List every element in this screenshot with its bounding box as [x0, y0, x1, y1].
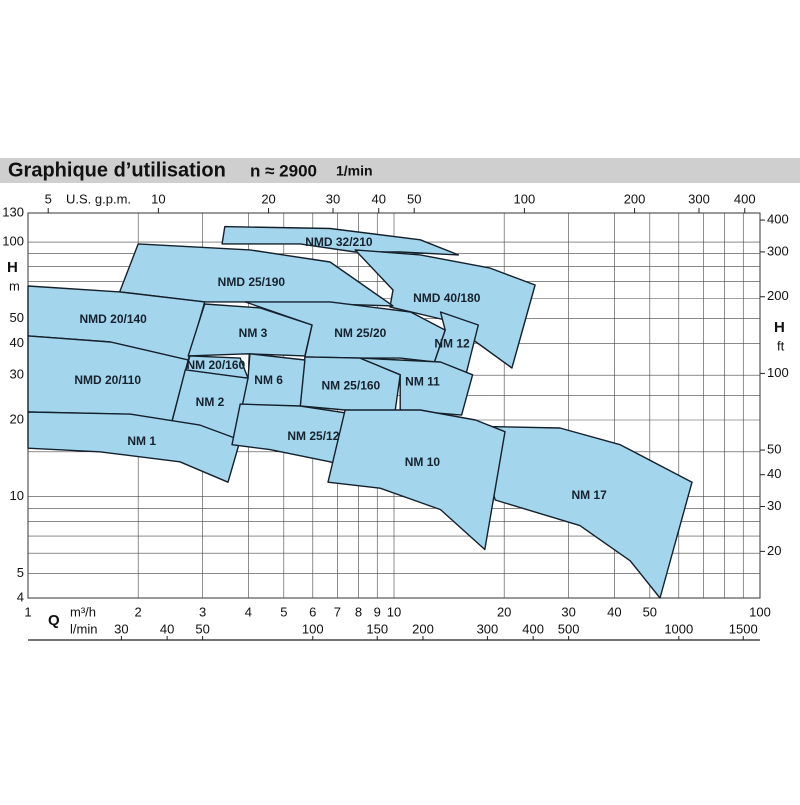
region-label: NMD 40/180	[413, 291, 481, 305]
x-tick-label: 10	[387, 604, 401, 619]
x2-tick-label: 500	[558, 621, 580, 636]
top-tick-label: 30	[326, 191, 340, 206]
x2-tick-label: 1000	[664, 621, 693, 636]
region-label: NM 11	[405, 375, 440, 389]
y-tick-label: 20	[10, 411, 24, 426]
x2-tick-label: 400	[522, 621, 544, 636]
right-tick-label: 100	[767, 365, 789, 380]
x-tick-label: 20	[497, 604, 511, 619]
region-label: NMD 20/140	[79, 312, 147, 326]
x-tick-label: 7	[334, 604, 341, 619]
x-tick-label: 6	[309, 604, 316, 619]
top-tick-label: 300	[688, 191, 710, 206]
right-tick-label: 200	[767, 288, 789, 303]
y-axis-unit: m	[9, 278, 20, 293]
top-axis-label: U.S. g.p.m.	[66, 191, 131, 206]
speed-unit: 1/min	[336, 163, 373, 179]
speed: n ≈ 2900	[250, 161, 317, 180]
top-tick-label: 100	[514, 191, 536, 206]
right-tick-label: 30	[767, 498, 781, 513]
x2-tick-label: 50	[195, 621, 209, 636]
right-tick-label: 40	[767, 466, 781, 481]
right-axis-unit: ft	[777, 338, 785, 353]
x-tick-label: 5	[280, 604, 287, 619]
pump-region	[221, 225, 460, 256]
region-label: NM 3	[239, 326, 268, 340]
region-label: NMD 32/210	[305, 235, 373, 249]
region-label: NM 6	[254, 373, 283, 387]
right-tick-label: 400	[767, 212, 789, 227]
top-tick-label: 5	[45, 191, 52, 206]
x-tick-label: 50	[643, 604, 657, 619]
region-label: NM 25/12	[287, 429, 339, 443]
region-label: NM 1	[127, 434, 156, 448]
x-axis-label: Q	[48, 612, 60, 629]
pump-region	[354, 249, 536, 369]
x-tick-label: 8	[355, 604, 362, 619]
y-tick-label: 4	[17, 589, 24, 604]
x-axis-unit: m³/h	[70, 604, 96, 619]
top-tick-label: 200	[624, 191, 646, 206]
y-tick-label: 100	[2, 233, 24, 248]
region-label: NM 20/160	[186, 358, 245, 372]
right-axis-label: H	[774, 319, 785, 336]
x2-tick-label: 200	[412, 621, 434, 636]
x2-axis-unit: l/min	[70, 621, 97, 636]
region-label: NM 10	[405, 455, 441, 469]
pump-region	[27, 411, 241, 483]
y-tick-label: 10	[10, 488, 24, 503]
x-tick-label: 4	[245, 604, 252, 619]
x-tick-label: 40	[607, 604, 621, 619]
region-label: NMD 25/190	[218, 275, 286, 289]
region-label: NM 12	[434, 336, 470, 350]
x-tick-label: 9	[374, 604, 381, 619]
x2-tick-label: 100	[302, 621, 324, 636]
region-label: NM 17	[571, 488, 607, 502]
top-tick-label: 40	[372, 191, 386, 206]
x2-tick-label: 30	[114, 621, 128, 636]
title-bar	[0, 158, 800, 183]
x-tick-label: 100	[749, 604, 771, 619]
y-tick-label: 30	[10, 367, 24, 382]
y-tick-label: 40	[10, 335, 24, 350]
top-tick-label: 50	[407, 191, 421, 206]
top-tick-label: 400	[734, 191, 756, 206]
region-label: NM 25/160	[322, 378, 381, 392]
x-tick-label: 2	[135, 604, 142, 619]
region-label: NM 2	[196, 395, 225, 409]
pump-region	[327, 409, 506, 551]
top-tick-label: 20	[261, 191, 275, 206]
right-tick-label: 300	[767, 243, 789, 258]
chart-title: Graphique d’utilisation	[8, 159, 226, 181]
y-axis-label: H	[7, 259, 18, 276]
x2-tick-label: 300	[477, 621, 499, 636]
x-tick-label: 1	[24, 604, 31, 619]
region-label: NM 25/20	[334, 326, 386, 340]
y-tick-label: 130	[2, 204, 24, 219]
x2-tick-label: 150	[366, 621, 388, 636]
x-tick-label: 3	[199, 604, 206, 619]
y-tick-label: 50	[10, 310, 24, 325]
pump-region	[187, 303, 313, 357]
x2-tick-label: 40	[160, 621, 174, 636]
right-tick-label: 20	[767, 543, 781, 558]
x-tick-label: 30	[561, 604, 575, 619]
region-label: NMD 20/110	[74, 373, 141, 387]
x2-tick-label: 1500	[729, 621, 758, 636]
top-tick-label: 10	[151, 191, 165, 206]
right-tick-label: 50	[767, 441, 781, 456]
y-tick-label: 5	[17, 565, 24, 580]
pump-region	[474, 425, 693, 599]
